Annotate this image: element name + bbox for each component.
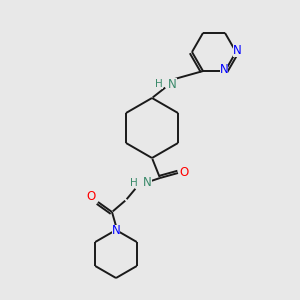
Text: O: O	[179, 167, 189, 179]
Text: O: O	[86, 190, 96, 203]
Text: N: N	[220, 63, 228, 76]
Text: H: H	[130, 178, 138, 188]
Text: N: N	[112, 224, 120, 238]
Text: N: N	[143, 176, 152, 190]
Text: N: N	[232, 44, 242, 56]
Text: N: N	[168, 77, 177, 91]
Text: H: H	[155, 79, 163, 89]
